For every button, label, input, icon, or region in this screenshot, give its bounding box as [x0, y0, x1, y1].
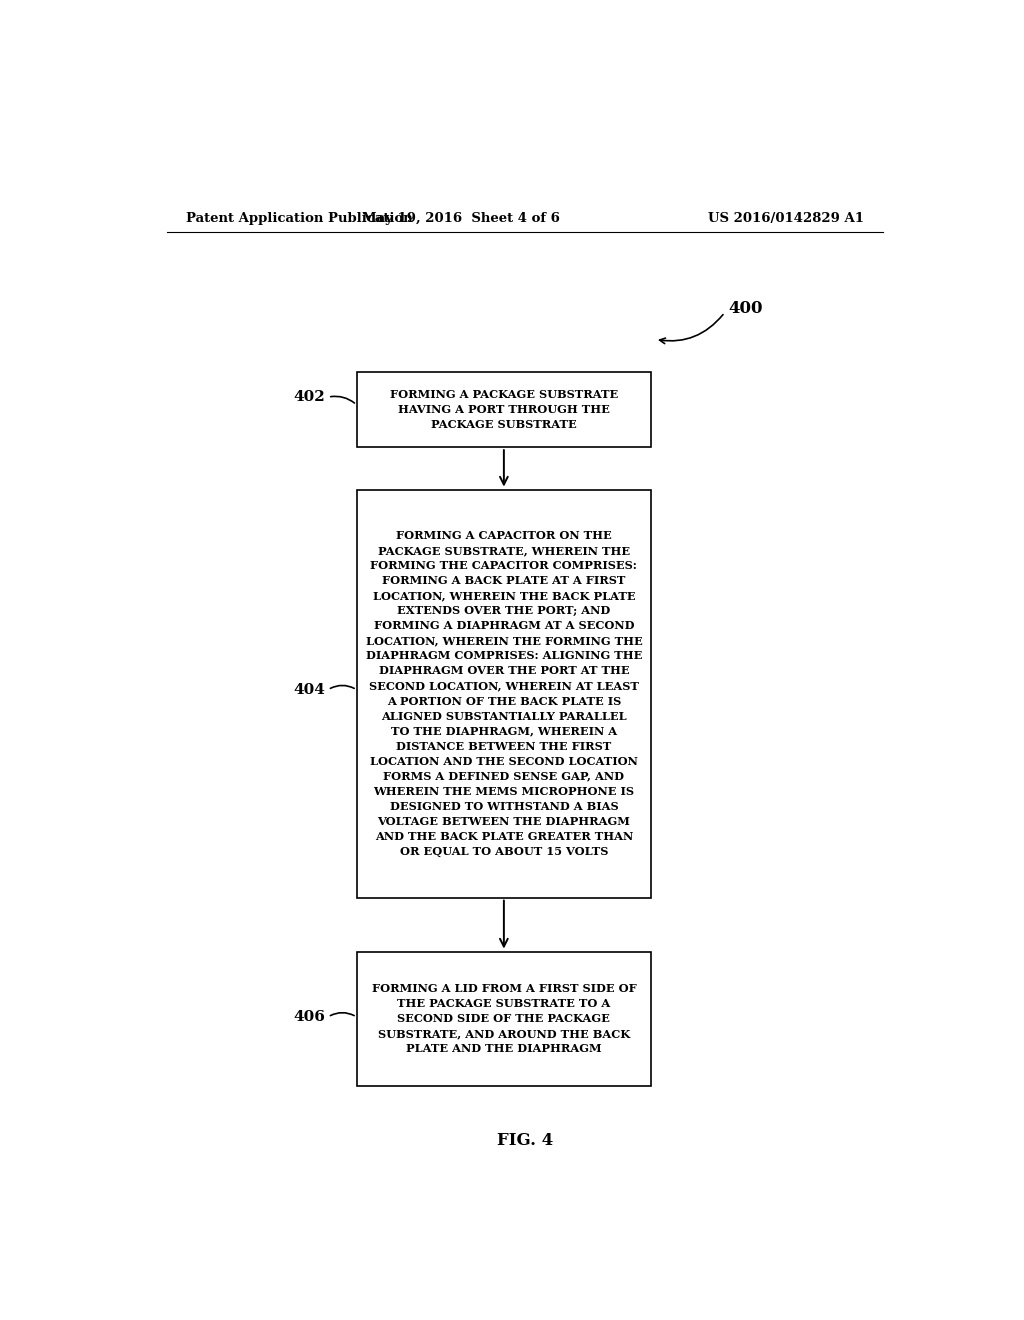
- FancyArrowPatch shape: [659, 314, 723, 343]
- FancyArrowPatch shape: [331, 1012, 354, 1015]
- Text: FIG. 4: FIG. 4: [497, 1131, 553, 1148]
- Text: 404: 404: [294, 682, 326, 697]
- Text: May 19, 2016  Sheet 4 of 6: May 19, 2016 Sheet 4 of 6: [362, 213, 560, 224]
- Text: Patent Application Publication: Patent Application Publication: [186, 213, 413, 224]
- Text: FORMING A LID FROM A FIRST SIDE OF
THE PACKAGE SUBSTRATE TO A
SECOND SIDE OF THE: FORMING A LID FROM A FIRST SIDE OF THE P…: [372, 983, 636, 1055]
- Bar: [356, 372, 651, 447]
- Text: US 2016/0142829 A1: US 2016/0142829 A1: [709, 213, 864, 224]
- Text: FORMING A PACKAGE SUBSTRATE
HAVING A PORT THROUGH THE
PACKAGE SUBSTRATE: FORMING A PACKAGE SUBSTRATE HAVING A POR…: [390, 389, 618, 430]
- Bar: [356, 490, 651, 898]
- Bar: [356, 952, 651, 1086]
- Text: 406: 406: [294, 1010, 326, 1024]
- FancyArrowPatch shape: [331, 396, 354, 403]
- FancyArrowPatch shape: [331, 685, 354, 688]
- Text: 402: 402: [294, 391, 326, 404]
- Text: FORMING A CAPACITOR ON THE
PACKAGE SUBSTRATE, WHEREIN THE
FORMING THE CAPACITOR : FORMING A CAPACITOR ON THE PACKAGE SUBST…: [366, 529, 642, 857]
- Text: 400: 400: [729, 300, 763, 317]
